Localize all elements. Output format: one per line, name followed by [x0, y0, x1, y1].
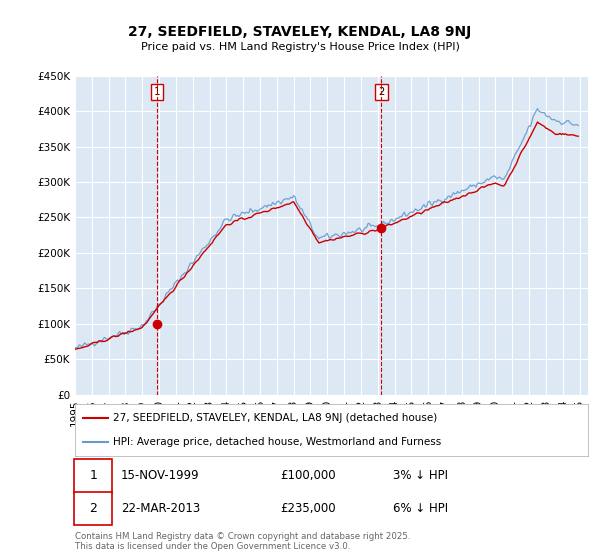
Text: 27, SEEDFIELD, STAVELEY, KENDAL, LA8 9NJ (detached house): 27, SEEDFIELD, STAVELEY, KENDAL, LA8 9NJ…	[113, 413, 438, 423]
Text: £100,000: £100,000	[280, 469, 336, 482]
Text: Contains HM Land Registry data © Crown copyright and database right 2025.
This d: Contains HM Land Registry data © Crown c…	[75, 532, 410, 552]
Text: 27, SEEDFIELD, STAVELEY, KENDAL, LA8 9NJ: 27, SEEDFIELD, STAVELEY, KENDAL, LA8 9NJ	[128, 25, 472, 39]
FancyBboxPatch shape	[74, 492, 112, 525]
Text: £235,000: £235,000	[280, 502, 336, 515]
Text: 3% ↓ HPI: 3% ↓ HPI	[393, 469, 448, 482]
FancyBboxPatch shape	[74, 459, 112, 493]
Text: 22-MAR-2013: 22-MAR-2013	[121, 502, 200, 515]
Text: 2: 2	[379, 87, 385, 97]
Text: 15-NOV-1999: 15-NOV-1999	[121, 469, 200, 482]
Text: HPI: Average price, detached house, Westmorland and Furness: HPI: Average price, detached house, West…	[113, 437, 442, 447]
Text: 1: 1	[89, 469, 97, 482]
Bar	[157, 76, 382, 395]
Text: Price paid vs. HM Land Registry's House Price Index (HPI): Price paid vs. HM Land Registry's House …	[140, 42, 460, 52]
Text: 1: 1	[154, 87, 160, 97]
Text: 2: 2	[89, 502, 97, 515]
Text: 6% ↓ HPI: 6% ↓ HPI	[393, 502, 448, 515]
